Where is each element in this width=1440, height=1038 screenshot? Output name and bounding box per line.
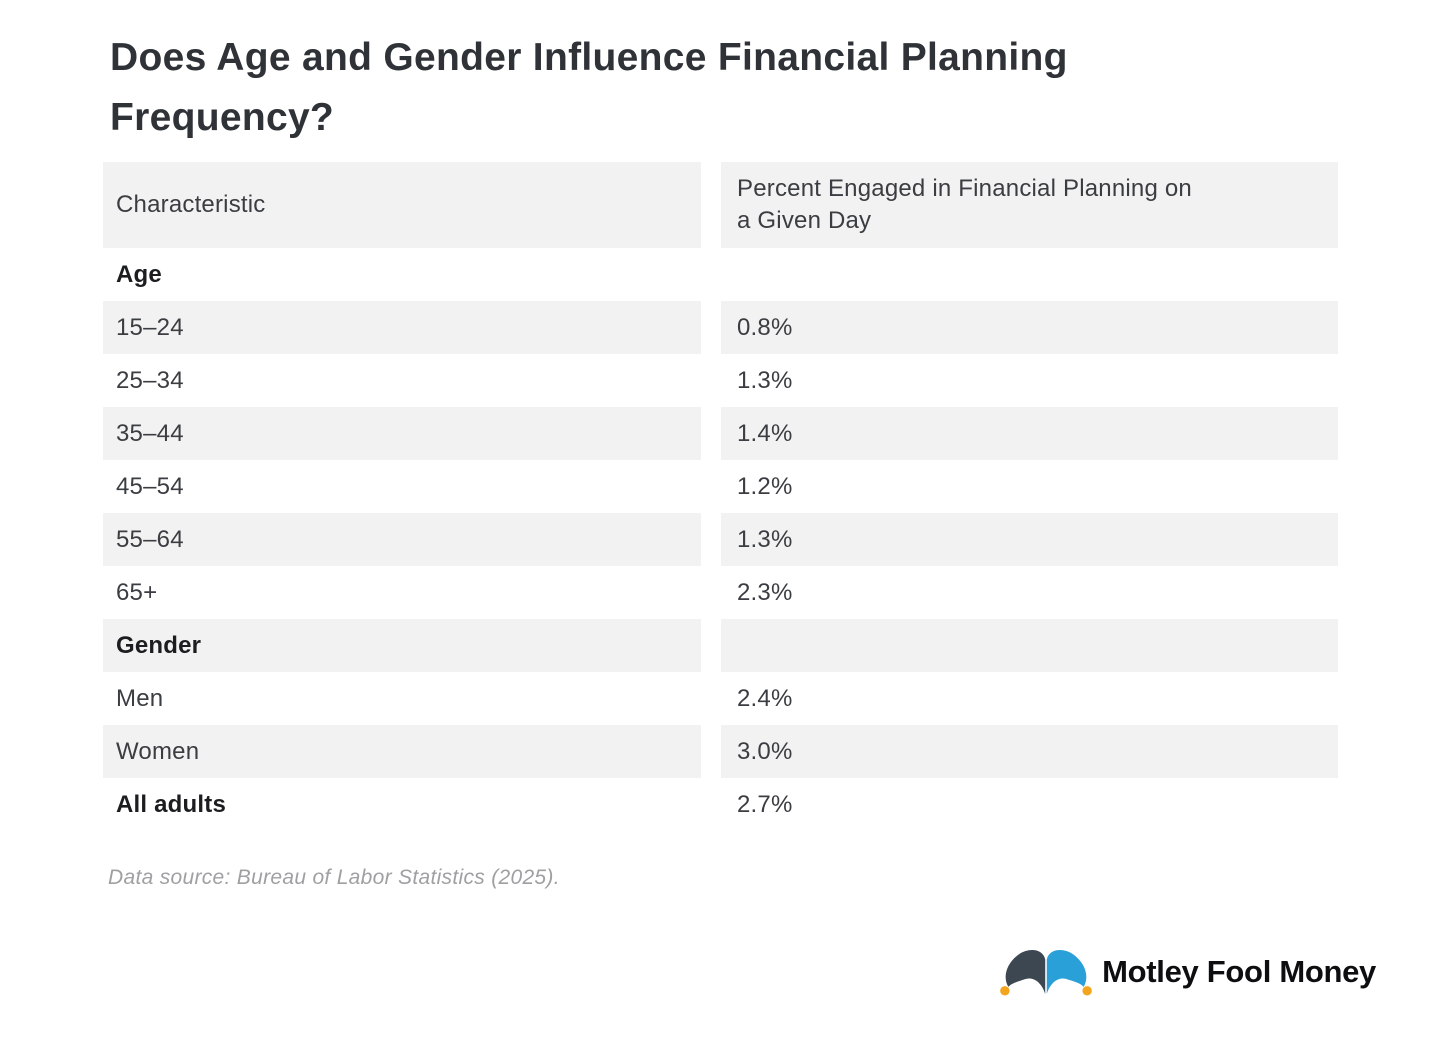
column-gap (701, 460, 721, 513)
data-table: Characteristic Percent Engaged in Financ… (103, 162, 1338, 831)
row-value: 2.4% (737, 684, 793, 712)
row-label: Men (116, 684, 164, 712)
table-row: 55–64 1.3% (103, 513, 1338, 566)
table-row: Women 3.0% (103, 725, 1338, 778)
table-row: Age (103, 248, 1338, 301)
row-value: 1.4% (721, 407, 1338, 460)
column-gap (701, 162, 721, 248)
row-value: 3.0% (721, 725, 1338, 778)
jester-bell-left (1000, 986, 1010, 996)
row-label: All adults (116, 790, 227, 818)
table-row: 65+ 2.3% (103, 566, 1338, 619)
table-row: 35–44 1.4% (103, 407, 1338, 460)
column-header-percent: Percent Engaged in Financial Planning on… (721, 162, 1338, 248)
column-gap (701, 407, 721, 460)
row-value: 2.7% (737, 790, 793, 818)
row-label: 55–64 (103, 513, 701, 566)
brand-lockup: Motley Fool Money (999, 940, 1376, 1004)
row-value: 1.3% (737, 366, 793, 394)
row-value (721, 248, 1338, 301)
column-gap (701, 248, 721, 301)
column-gap (701, 672, 721, 725)
jester-hat-icon (1000, 950, 1092, 996)
column-gap (701, 725, 721, 778)
row-value: 0.8% (721, 301, 1338, 354)
row-label: Women (103, 725, 701, 778)
jester-hat-left-lobe (1005, 950, 1046, 994)
data-source-note: Data source: Bureau of Labor Statistics … (108, 866, 560, 889)
page-title: Does Age and Gender Influence Financial … (110, 36, 1068, 140)
jester-bell-right (1082, 986, 1092, 996)
table-rows: Age 15–24 0.8% 25–34 1.3% 35–44 1.4% 45–54 1.2% 5… (103, 248, 1338, 831)
table-row: 15–24 0.8% (103, 301, 1338, 354)
brand-name: Motley Fool Money (1102, 954, 1376, 989)
column-gap (701, 301, 721, 354)
row-label: 35–44 (103, 407, 701, 460)
table-header-row: Characteristic Percent Engaged in Financ… (103, 162, 1338, 248)
column-gap (701, 354, 721, 407)
column-header-characteristic: Characteristic (103, 162, 701, 248)
row-label: Age (116, 260, 162, 288)
column-gap (701, 566, 721, 619)
column-gap (701, 619, 721, 672)
row-label: 65+ (116, 578, 158, 606)
row-label: 45–54 (116, 472, 184, 500)
row-value (721, 619, 1338, 672)
jester-hat-right-lobe (1046, 950, 1087, 994)
table-row: Men 2.4% (103, 672, 1338, 725)
row-value: 2.3% (737, 578, 793, 606)
row-value: 1.3% (721, 513, 1338, 566)
table-row: All adults 2.7% (103, 778, 1338, 831)
column-gap (701, 513, 721, 566)
column-gap (701, 778, 721, 831)
row-value: 1.2% (737, 472, 793, 500)
table-row: Gender (103, 619, 1338, 672)
table-row: 25–34 1.3% (103, 354, 1338, 407)
row-label: Gender (103, 619, 701, 672)
row-label: 15–24 (103, 301, 701, 354)
row-label: 25–34 (116, 366, 184, 394)
table-row: 45–54 1.2% (103, 460, 1338, 513)
